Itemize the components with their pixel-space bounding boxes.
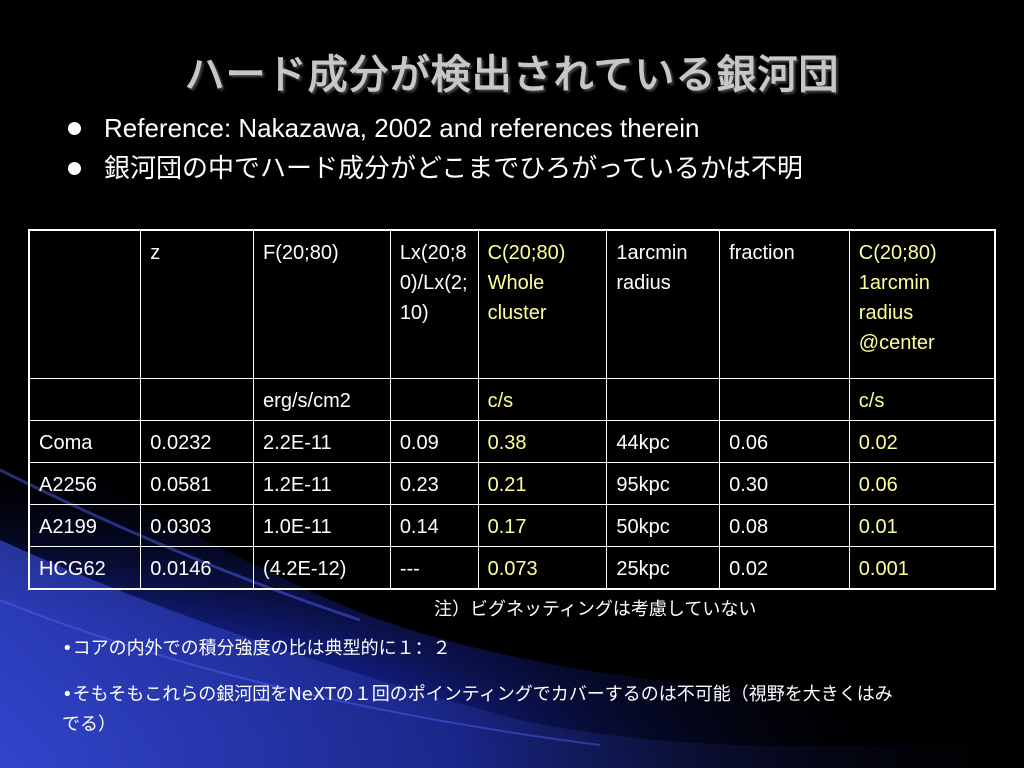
cell-lx-ratio: 0.09 bbox=[389, 420, 479, 463]
unit-cell bbox=[28, 378, 142, 421]
cell-count-whole: 0.21 bbox=[477, 462, 608, 505]
cell-fraction: 0.30 bbox=[719, 462, 850, 505]
unit-cell bbox=[140, 378, 255, 421]
table-row: A2256 0.0581 1.2E-11 0.23 0.21 95kpc 0.3… bbox=[28, 462, 996, 505]
table-row: A2199 0.0303 1.0E-11 0.14 0.17 50kpc 0.0… bbox=[28, 504, 996, 547]
footer-text: •コアの内外での積分強度の比は典型的に１：２ bbox=[62, 638, 451, 659]
bullet-text: Reference: Nakazawa, 2002 and references… bbox=[104, 113, 700, 143]
cell-cluster: A2199 bbox=[28, 504, 142, 547]
header-cell: Lx(20;80)/Lx(2;10) bbox=[389, 229, 479, 379]
cell-count-center: 0.06 bbox=[848, 462, 996, 505]
cell-fraction: 0.08 bbox=[719, 504, 850, 547]
header-cell: C(20;80) 1arcmin radius @center bbox=[848, 229, 996, 379]
bullet-dot-icon bbox=[68, 162, 81, 175]
cell-fraction: 0.06 bbox=[719, 420, 850, 463]
cell-z: 0.0232 bbox=[140, 420, 255, 463]
unit-cell bbox=[719, 378, 850, 421]
bullet-item: Reference: Nakazawa, 2002 and references… bbox=[64, 108, 803, 148]
cell-flux: 2.2E-11 bbox=[253, 420, 391, 463]
slide-title: ハード成分が検出されている銀河団 bbox=[184, 52, 840, 98]
cell-count-center: 0.01 bbox=[848, 504, 996, 547]
cell-radius: 25kpc bbox=[606, 546, 721, 590]
header-line: C(20;80) bbox=[858, 242, 937, 264]
cell-cluster: A2256 bbox=[28, 462, 142, 505]
cell-cluster: HCG62 bbox=[28, 546, 142, 590]
header-cell: 1arcmin radius bbox=[606, 229, 721, 379]
table-row: HCG62 0.0146 (4.2E-12) --- 0.073 25kpc 0… bbox=[28, 546, 996, 590]
cell-flux: 1.2E-11 bbox=[253, 462, 391, 505]
header-line: C(20;80) bbox=[487, 242, 566, 264]
cell-z: 0.0581 bbox=[140, 462, 255, 505]
cell-lx-ratio: 0.14 bbox=[389, 504, 479, 547]
header-cell: C(20;80) Whole cluster bbox=[477, 229, 608, 379]
cell-count-whole: 0.17 bbox=[477, 504, 608, 547]
cell-count-center: 0.001 bbox=[848, 546, 996, 590]
cell-count-whole: 0.073 bbox=[477, 546, 608, 590]
cell-flux: (4.2E-12) bbox=[253, 546, 391, 590]
table-row: Coma 0.0232 2.2E-11 0.09 0.38 44kpc 0.06… bbox=[28, 420, 996, 463]
cell-flux: 1.0E-11 bbox=[253, 504, 391, 547]
bullet-list: Reference: Nakazawa, 2002 and references… bbox=[64, 108, 803, 188]
bullet-dot-icon bbox=[68, 122, 81, 135]
cell-radius: 50kpc bbox=[606, 504, 721, 547]
cell-z: 0.0146 bbox=[140, 546, 255, 590]
cell-count-whole: 0.38 bbox=[477, 420, 608, 463]
header-cell: F(20;80) bbox=[253, 229, 391, 379]
cell-count-center: 0.02 bbox=[848, 420, 996, 463]
unit-cell bbox=[389, 378, 479, 421]
unit-cell: c/s bbox=[477, 378, 608, 421]
header-cell: z bbox=[140, 229, 255, 379]
cluster-table: z F(20;80) Lx(20;80)/Lx(2;10) C(20;80) W… bbox=[28, 229, 996, 590]
cell-lx-ratio: --- bbox=[389, 546, 479, 590]
header-line: Whole cluster bbox=[487, 272, 547, 324]
unit-cell bbox=[606, 378, 721, 421]
cell-radius: 95kpc bbox=[606, 462, 721, 505]
bullet-text: 銀河団の中でハード成分がどこまでひろがっているかは不明 bbox=[104, 153, 803, 183]
header-cell: fraction bbox=[719, 229, 850, 379]
cell-radius: 44kpc bbox=[606, 420, 721, 463]
bullet-item: 銀河団の中でハード成分がどこまでひろがっているかは不明 bbox=[64, 148, 803, 188]
unit-cell: erg/s/cm2 bbox=[253, 378, 391, 421]
cell-fraction: 0.02 bbox=[719, 546, 850, 590]
footer-text: •そもそもこれらの銀河団をNeXTの１回のポインティングでカバーするのは不可能（… bbox=[62, 684, 893, 735]
cell-lx-ratio: 0.23 bbox=[389, 462, 479, 505]
header-line: 1arcmin radius @center bbox=[858, 272, 935, 354]
cell-z: 0.0303 bbox=[140, 504, 255, 547]
table-header-row: z F(20;80) Lx(20;80)/Lx(2;10) C(20;80) W… bbox=[28, 229, 996, 379]
header-cell bbox=[28, 229, 142, 379]
table-units-row: erg/s/cm2 c/s c/s bbox=[28, 378, 996, 421]
cell-cluster: Coma bbox=[28, 420, 142, 463]
footnote: 注）ビグネッティングは考慮していない bbox=[434, 599, 757, 620]
unit-cell: c/s bbox=[848, 378, 996, 421]
